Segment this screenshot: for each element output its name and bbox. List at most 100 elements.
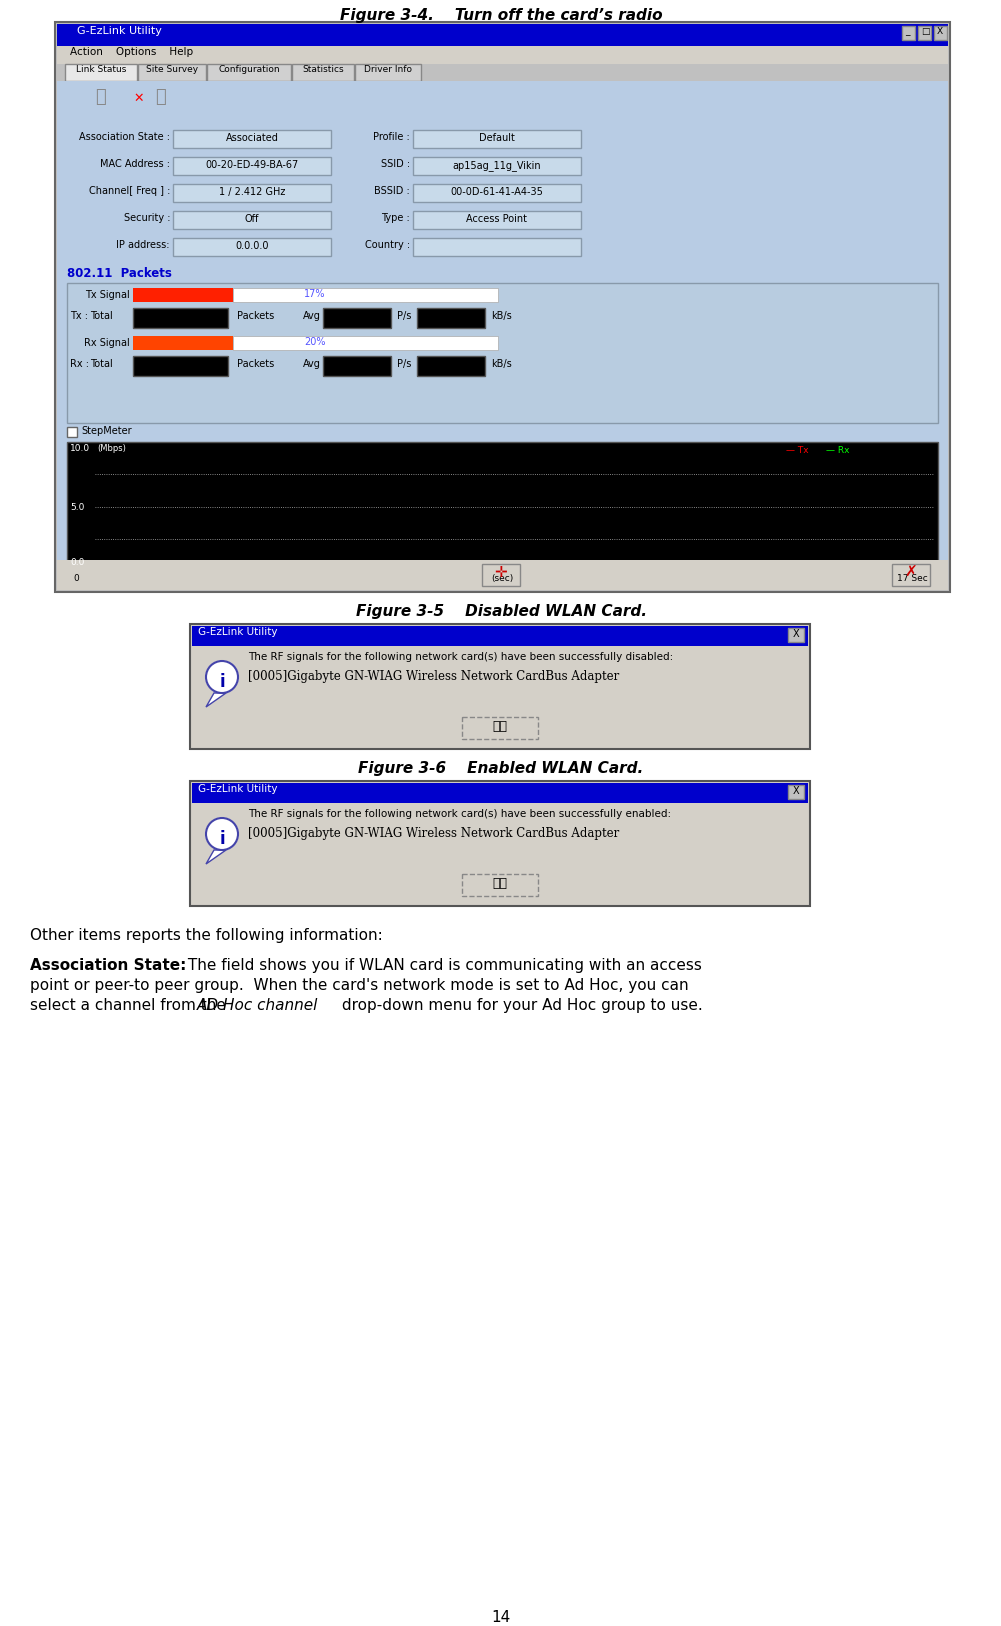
Bar (417, 307, 485, 328)
Circle shape (206, 818, 238, 850)
Bar (788, 785, 804, 798)
Text: Figure 3-4.    Turn off the card’s radio: Figure 3-4. Turn off the card’s radio (339, 8, 663, 23)
Text: point or peer-to peer group.  When the card's network mode is set to Ad Hoc, you: point or peer-to peer group. When the ca… (30, 977, 689, 993)
Text: StepMeter: StepMeter (81, 426, 131, 436)
Text: 00-20-ED-49-BA-67: 00-20-ED-49-BA-67 (205, 159, 298, 171)
Text: Driver Info: Driver Info (364, 65, 412, 75)
Text: Off: Off (245, 215, 259, 224)
Bar (57, 24, 948, 46)
Bar (323, 307, 391, 328)
Text: 0: 0 (73, 574, 79, 584)
Text: 💾: 💾 (155, 88, 166, 106)
Text: drop-down menu for your Ad Hoc group to use.: drop-down menu for your Ad Hoc group to … (337, 998, 703, 1013)
Bar (417, 356, 485, 376)
Text: □: □ (921, 28, 930, 36)
Text: i: i (219, 673, 225, 691)
Bar (190, 780, 810, 906)
Text: — Rx: — Rx (826, 446, 850, 455)
Text: (Mbps): (Mbps) (97, 444, 126, 454)
Text: Total: Total (90, 311, 113, 320)
Text: Figure 3-5    Disabled WLAN Card.: Figure 3-5 Disabled WLAN Card. (355, 603, 647, 620)
Bar (233, 337, 498, 350)
Text: Associated: Associated (225, 133, 278, 143)
Text: select a channel from the: select a channel from the (30, 998, 231, 1013)
Text: 1 / 2.412 GHz: 1 / 2.412 GHz (219, 187, 285, 197)
Text: G-EzLink Utility: G-EzLink Utility (198, 628, 277, 637)
Bar (413, 130, 581, 148)
Text: — Tx: — Tx (786, 446, 809, 455)
Text: ✛: ✛ (494, 564, 508, 580)
Bar (413, 237, 581, 255)
Bar (892, 564, 930, 585)
Bar (482, 564, 520, 585)
Text: 14: 14 (491, 1610, 511, 1624)
Text: Access Point: Access Point (466, 215, 528, 224)
Text: Action    Options    Help: Action Options Help (70, 47, 193, 57)
Text: Security :: Security : (123, 213, 170, 223)
Text: Tx :: Tx : (70, 311, 88, 320)
Text: Other items reports the following information:: Other items reports the following inform… (30, 928, 382, 943)
Text: Site Survey: Site Survey (146, 65, 198, 75)
Bar (173, 158, 331, 176)
Bar (55, 23, 950, 592)
Bar (413, 211, 581, 229)
Text: Figure 3-6    Enabled WLAN Card.: Figure 3-6 Enabled WLAN Card. (358, 761, 644, 776)
Text: kB/s: kB/s (491, 359, 512, 369)
Text: Packets: Packets (237, 359, 274, 369)
Text: 📡: 📡 (95, 88, 106, 106)
Text: ✗: ✗ (905, 564, 917, 580)
Bar (233, 288, 498, 302)
Bar (133, 337, 233, 350)
Bar (173, 237, 331, 255)
Text: 確定: 確定 (492, 720, 508, 733)
Text: Association State:: Association State: (30, 958, 186, 972)
Text: Rx Signal: Rx Signal (84, 338, 130, 348)
Bar (57, 81, 948, 589)
Bar (67, 428, 77, 437)
Text: Tx Signal: Tx Signal (85, 289, 130, 301)
Text: P/s: P/s (397, 311, 411, 320)
Text: 5.0: 5.0 (70, 502, 84, 512)
Bar (190, 624, 810, 750)
Text: (sec): (sec) (490, 574, 514, 584)
Text: MAC Address :: MAC Address : (100, 159, 170, 169)
Bar (323, 356, 391, 376)
Bar (173, 184, 331, 202)
Text: Profile :: Profile : (373, 132, 410, 141)
Text: X: X (793, 629, 800, 639)
Bar (413, 184, 581, 202)
Bar (207, 63, 291, 81)
Text: IP address:: IP address: (116, 241, 170, 250)
Bar (918, 26, 931, 41)
Text: X: X (937, 28, 943, 36)
Text: 00-0D-61-41-A4-35: 00-0D-61-41-A4-35 (450, 187, 544, 197)
Text: 20%: 20% (304, 337, 325, 346)
Text: Rx :: Rx : (70, 359, 89, 369)
Text: P/s: P/s (397, 359, 411, 369)
Text: The RF signals for the following network card(s) have been successfully enabled:: The RF signals for the following network… (248, 810, 671, 820)
Text: 確定: 確定 (492, 876, 508, 889)
Text: G-EzLink Utility: G-EzLink Utility (77, 26, 162, 36)
Text: [0005]Gigabyte GN-WIAG Wireless Network CardBus Adapter: [0005]Gigabyte GN-WIAG Wireless Network … (248, 828, 620, 841)
Text: Country :: Country : (365, 241, 410, 250)
Text: ap15ag_11g_Vikin: ap15ag_11g_Vikin (452, 159, 542, 171)
Text: Type :: Type : (381, 213, 410, 223)
Text: 17 Sec: 17 Sec (897, 574, 928, 584)
Bar (192, 784, 808, 803)
Bar (67, 442, 938, 572)
Text: Statistics: Statistics (302, 65, 343, 75)
Text: Link Status: Link Status (76, 65, 126, 75)
Text: ✕: ✕ (133, 93, 143, 106)
Text: 802.11  Packets: 802.11 Packets (67, 267, 172, 280)
Bar (902, 26, 915, 41)
Text: Configuration: Configuration (218, 65, 280, 75)
Bar (133, 288, 233, 302)
Bar (133, 356, 228, 376)
Bar (462, 875, 538, 896)
Text: [0005]Gigabyte GN-WIAG Wireless Network CardBus Adapter: [0005]Gigabyte GN-WIAG Wireless Network … (248, 670, 620, 683)
Bar (413, 158, 581, 176)
Bar (934, 26, 947, 41)
Bar (138, 63, 206, 81)
Text: SSID :: SSID : (380, 159, 410, 169)
Bar (67, 283, 938, 423)
